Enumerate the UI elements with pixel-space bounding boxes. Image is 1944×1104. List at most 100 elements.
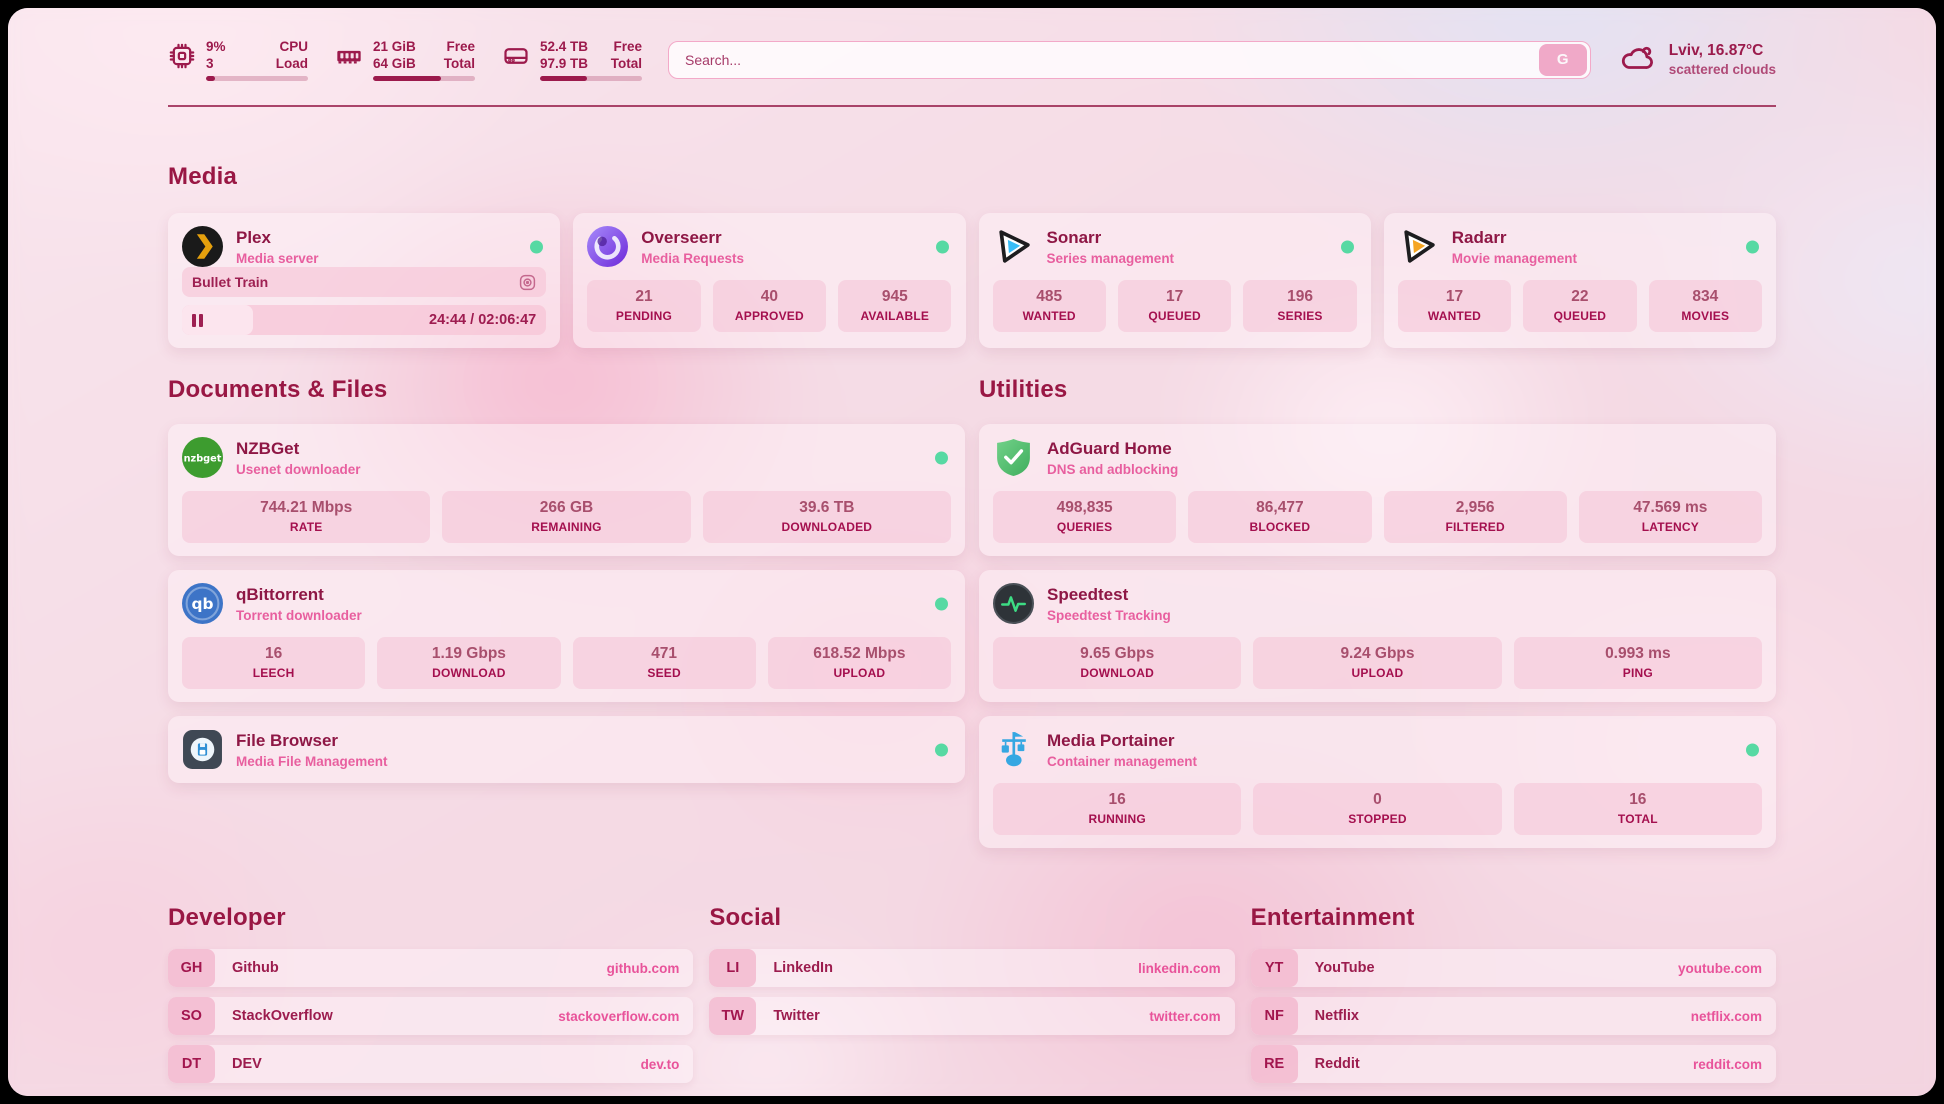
app-description: Media server: [236, 250, 319, 266]
stat-value: 17: [1165, 288, 1184, 305]
app-description: Media File Management: [236, 753, 388, 769]
bookmark-name: StackOverflow: [232, 1008, 333, 1024]
sonarr-icon: [993, 226, 1034, 267]
sonarr-card[interactable]: Sonarr Series management 485 WANTED 17 Q…: [978, 213, 1371, 348]
search-box: G: [668, 40, 1591, 79]
bookmark-reddit[interactable]: RE Reddit reddit.com: [1250, 1045, 1776, 1083]
stat-label: FILTERED: [1445, 520, 1505, 534]
cpu-label: CPU: [279, 39, 308, 54]
bookmark-name: Netflix: [1314, 1008, 1359, 1024]
stat-downloaded: 39.6 TB DOWNLOADED: [702, 491, 951, 543]
storage-total: 97.9 TB: [540, 56, 589, 71]
stat-label: SERIES: [1277, 309, 1323, 323]
app-description: Torrent downloader: [236, 607, 362, 623]
stat-label: PENDING: [615, 309, 672, 323]
search-input[interactable]: [668, 40, 1591, 79]
online-status-dot: [530, 240, 544, 253]
bookmark-dev[interactable]: DT DEV dev.to: [168, 1045, 694, 1083]
speedtest-card[interactable]: Speedtest Speedtest Tracking 9.65 Gbps D…: [979, 570, 1776, 702]
storage-free: 52.4 TB: [540, 39, 589, 54]
stat-label: LATENCY: [1641, 520, 1699, 534]
bookmark-abbr: TW: [709, 997, 757, 1035]
stat-wanted: 17 WANTED: [1397, 280, 1512, 332]
documents-section-title: Documents & Files: [168, 376, 388, 403]
stat-value: 0: [1373, 791, 1382, 808]
app-name: AdGuard Home: [1047, 438, 1172, 458]
weather-condition: scattered clouds: [1668, 62, 1776, 77]
plex-card[interactable]: Plex Media server Bullet Train: [168, 213, 561, 348]
qbittorrent-icon: qb: [182, 583, 223, 624]
overseerr-icon: [587, 226, 629, 267]
stat-value: 0.993 ms: [1605, 645, 1671, 662]
bookmark-url: twitter.com: [1149, 1008, 1221, 1024]
online-status-dot: [1746, 743, 1759, 756]
media-section: Media Plex Media server: [168, 163, 1776, 348]
media-section-title: Media: [168, 163, 238, 190]
stat-value: 16: [265, 645, 283, 662]
cpu-progress-bar: [206, 76, 308, 81]
utilities-section: Utilities AdGuard: [979, 376, 1776, 848]
stat-label: RUNNING: [1088, 812, 1146, 826]
bookmark-github[interactable]: GH Github github.com: [168, 949, 694, 987]
stat-upload: 9.24 Gbps UPLOAD: [1253, 637, 1502, 689]
stat-queued: 22 QUEUED: [1523, 280, 1637, 332]
app-description: Container management: [1047, 753, 1198, 769]
entertainment-section-title: Entertainment: [1250, 904, 1415, 931]
stat-value: 9.24 Gbps: [1340, 645, 1415, 662]
stat-value: 834: [1692, 288, 1719, 305]
stat-movies: 834 MOVIES: [1648, 280, 1762, 332]
social-section-title: Social: [709, 904, 782, 931]
bookmark-name: DEV: [232, 1056, 262, 1072]
bookmark-abbr: SO: [168, 997, 215, 1035]
weather-widget: Lviv, 16.87°C scattered clouds: [1619, 39, 1776, 81]
app-name: Radarr: [1451, 227, 1507, 247]
stat-value: 21: [635, 288, 653, 305]
portainer-card[interactable]: Media Portainer Container management 16 …: [979, 716, 1776, 848]
bookmark-abbr: DT: [168, 1045, 215, 1083]
bookmark-stackoverflow[interactable]: SO StackOverflow stackoverflow.com: [168, 997, 694, 1035]
stat-rate: 744.21 Mbps RATE: [182, 491, 431, 543]
stat-label: STOPPED: [1348, 812, 1407, 826]
stat-label: RATE: [289, 520, 323, 534]
stat-ping: 0.993 ms PING: [1513, 637, 1762, 689]
nzbget-icon: nzbget: [182, 437, 223, 478]
stat-label: MOVIES: [1681, 309, 1730, 323]
stat-wanted: 485 WANTED: [992, 280, 1106, 332]
playback-progress-bar: 24:44 / 02:06:47: [182, 305, 547, 335]
stat-value: 1.19 Gbps: [431, 645, 506, 662]
stat-label: BLOCKED: [1249, 520, 1311, 534]
stat-value: 618.52 Mbps: [813, 645, 906, 662]
nzbget-card[interactable]: nzbget NZBGet Usenet downloader 744.21 M…: [168, 424, 965, 556]
adguard-icon: [993, 437, 1034, 478]
bookmark-url: netflix.com: [1690, 1008, 1762, 1024]
cpu-load-label: Load: [275, 56, 308, 71]
bookmark-linkedin[interactable]: LI LinkedIn linkedin.com: [709, 949, 1235, 987]
stat-label: QUEUED: [1553, 309, 1607, 323]
bookmark-name: Reddit: [1314, 1056, 1360, 1072]
memory-total: 64 GiB: [373, 56, 416, 71]
stat-value: 39.6 TB: [799, 499, 855, 516]
bookmark-youtube[interactable]: YT YouTube youtube.com: [1250, 949, 1776, 987]
radarr-card[interactable]: Radarr Movie management 17 WANTED 22 QUE…: [1383, 213, 1776, 348]
now-playing-title: Bullet Train: [192, 274, 269, 290]
bookmark-url: reddit.com: [1692, 1056, 1762, 1072]
online-status-dot: [935, 597, 948, 610]
stat-stopped: 0 STOPPED: [1253, 783, 1502, 835]
bookmark-url: stackoverflow.com: [558, 1008, 680, 1024]
filebrowser-card[interactable]: File Browser Media File Management: [168, 716, 965, 783]
qbittorrent-card[interactable]: qb qBittorrent Torrent downloader 16 LEE…: [168, 570, 965, 702]
bookmark-twitter[interactable]: TW Twitter twitter.com: [709, 997, 1235, 1035]
adguard-card[interactable]: AdGuard Home DNS and adblocking 498,835 …: [979, 424, 1776, 556]
bookmark-netflix[interactable]: NF Netflix netflix.com: [1250, 997, 1776, 1035]
stat-label: QUERIES: [1056, 520, 1113, 534]
app-description: Usenet downloader: [236, 461, 361, 477]
stat-label: DOWNLOAD: [1080, 666, 1154, 680]
stat-value: 16: [1629, 791, 1647, 808]
app-description: Media Requests: [641, 250, 745, 266]
online-status-dot: [935, 743, 948, 756]
pause-button[interactable]: [192, 313, 203, 327]
search-engine-button[interactable]: G: [1538, 43, 1587, 76]
radarr-icon: [1398, 226, 1439, 267]
bookmark-url: dev.to: [640, 1056, 680, 1072]
overseerr-card[interactable]: Overseerr Media Requests 21 PENDING 40 A…: [573, 213, 966, 348]
